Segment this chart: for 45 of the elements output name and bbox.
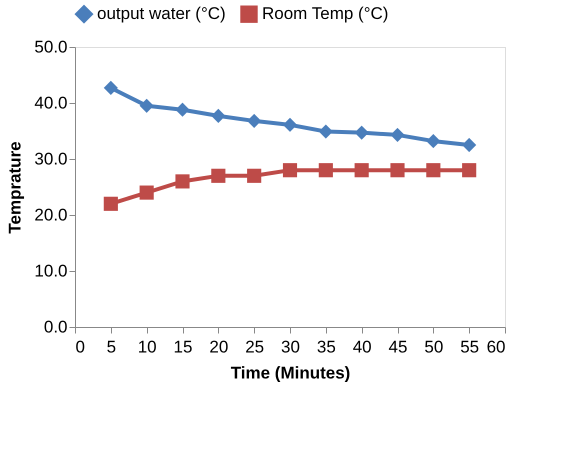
y-tick-label: 20.0 bbox=[34, 206, 68, 224]
legend-label: Room Temp (°C) bbox=[262, 4, 388, 24]
x-tick-label: 50 bbox=[424, 338, 444, 356]
y-tick-label: 30.0 bbox=[34, 150, 68, 168]
point bbox=[282, 118, 298, 132]
x-tick-label: 55 bbox=[460, 338, 480, 356]
point bbox=[390, 128, 405, 142]
x-tick-label: 20 bbox=[209, 338, 228, 356]
point bbox=[318, 124, 333, 139]
x-tick-label: 10 bbox=[138, 338, 157, 356]
x-tick-label: 40 bbox=[352, 338, 372, 356]
point bbox=[140, 98, 154, 113]
point bbox=[354, 126, 369, 140]
point bbox=[426, 163, 440, 178]
point bbox=[104, 196, 118, 211]
point bbox=[318, 163, 333, 178]
point bbox=[140, 186, 154, 200]
x-tick-label: 15 bbox=[174, 338, 192, 356]
point bbox=[211, 168, 226, 183]
x-tick-label: 0 bbox=[76, 338, 85, 356]
x-tick-label: 60 bbox=[486, 338, 506, 356]
point bbox=[211, 108, 226, 123]
y-tick-label: 50.0 bbox=[34, 38, 68, 56]
point bbox=[282, 163, 298, 178]
x-axis-title: Time (Minutes) bbox=[230, 364, 350, 382]
point bbox=[426, 134, 440, 148]
point bbox=[247, 114, 262, 128]
point bbox=[247, 168, 262, 183]
y-tick-label: 0.0 bbox=[44, 318, 68, 336]
x-tick-label: 45 bbox=[388, 338, 408, 356]
y-axis-title: Temprature bbox=[5, 141, 24, 234]
point bbox=[462, 163, 476, 178]
x-tick-label: 25 bbox=[245, 338, 264, 356]
point bbox=[175, 174, 190, 188]
x-tick-label: 30 bbox=[281, 338, 300, 356]
point bbox=[390, 163, 405, 178]
point bbox=[462, 138, 476, 152]
y-tick-label: 10.0 bbox=[34, 262, 68, 280]
x-tick-label: 35 bbox=[316, 338, 336, 356]
y-tick-label: 40.0 bbox=[34, 94, 68, 112]
point bbox=[175, 102, 190, 117]
legend-label: output water (°C) bbox=[97, 4, 226, 24]
x-tick-label: 5 bbox=[106, 338, 116, 356]
point bbox=[354, 163, 369, 178]
point bbox=[104, 80, 118, 95]
